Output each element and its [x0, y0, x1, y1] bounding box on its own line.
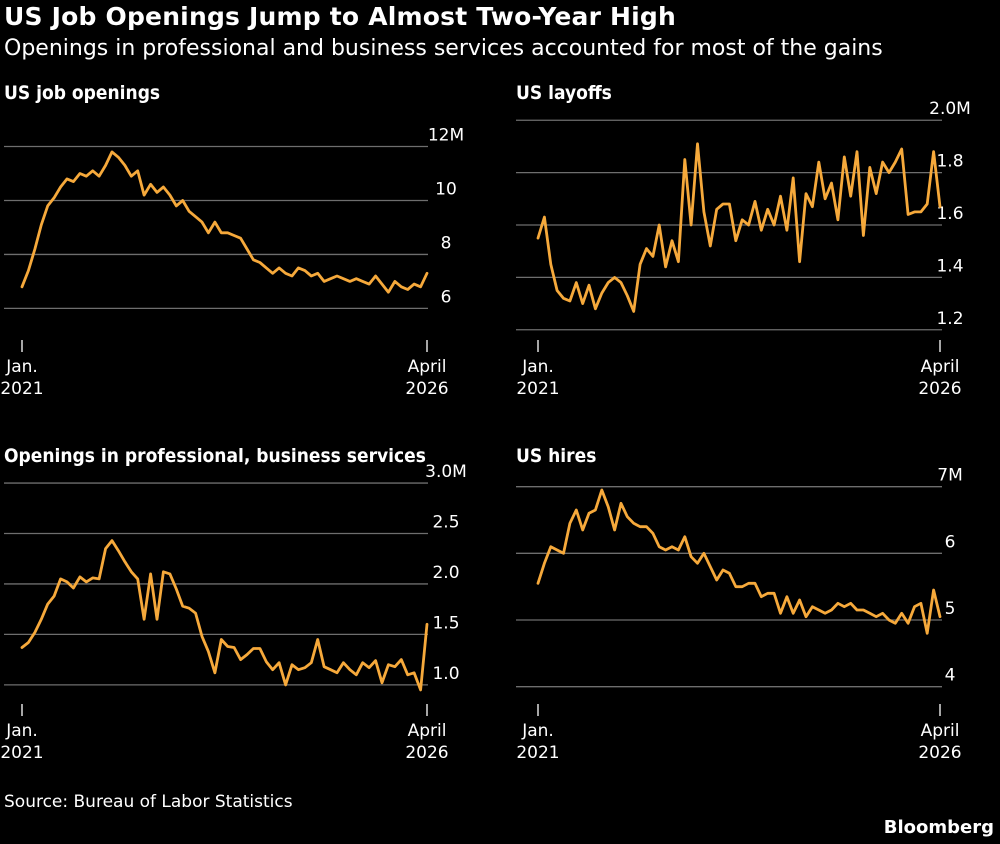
- panel-title-hires: US hires: [516, 445, 597, 467]
- series-line-layoffs: [536, 142, 942, 313]
- series-line-job-openings: [20, 150, 429, 294]
- x-tick-label-job-openings: April: [408, 357, 447, 377]
- y-tick-label-professional-business-services: 2.5: [432, 513, 459, 533]
- x-tick-label-hires: 2026: [918, 743, 961, 763]
- x-tick-label-professional-business-services: 2026: [405, 743, 448, 763]
- panel-title-layoffs: US layoffs: [516, 82, 612, 104]
- panel-title-job-openings: US job openings: [4, 82, 161, 104]
- panel-title-professional-business-services: Openings in professional, business servi…: [4, 445, 426, 467]
- x-tick-label-hires: April: [921, 721, 960, 741]
- series-line-professional-business-services: [20, 539, 429, 692]
- x-tick-label-professional-business-services: April: [408, 721, 447, 741]
- y-tick-label-layoffs: 1.4: [936, 256, 963, 276]
- y-tick-label-job-openings: 10: [435, 179, 457, 199]
- x-tick-label-job-openings: 2026: [405, 379, 448, 399]
- brand-logo: Bloomberg: [883, 817, 994, 838]
- x-tick-label-job-openings: 2021: [0, 379, 43, 399]
- y-tick-label-job-openings: 12M: [428, 125, 464, 145]
- y-tick-label-hires: 5: [945, 599, 956, 619]
- y-tick-label-layoffs: 2.0M: [929, 99, 971, 119]
- chart-subtitle: Openings in professional and business se…: [4, 36, 883, 61]
- x-tick-label-layoffs: 2026: [918, 379, 961, 399]
- x-tick-label-layoffs: April: [921, 357, 960, 377]
- y-tick-label-professional-business-services: 2.0: [432, 563, 459, 583]
- x-tick-label-hires: 2021: [516, 743, 559, 763]
- y-tick-label-professional-business-services: 1.0: [432, 664, 459, 684]
- series-line-hires: [536, 488, 942, 635]
- chart-title: US Job Openings Jump to Almost Two-Year …: [4, 2, 677, 31]
- y-tick-label-job-openings: 8: [441, 233, 452, 253]
- y-tick-label-professional-business-services: 1.5: [432, 613, 459, 633]
- y-tick-label-layoffs: 1.6: [936, 204, 963, 224]
- y-tick-label-hires: 7M: [937, 466, 962, 486]
- source-note: Source: Bureau of Labor Statistics: [4, 792, 293, 812]
- x-tick-label-professional-business-services: Jan.: [5, 721, 38, 741]
- y-tick-label-layoffs: 1.2: [936, 309, 963, 329]
- x-tick-label-layoffs: Jan.: [521, 357, 554, 377]
- x-tick-label-job-openings: Jan.: [5, 357, 38, 377]
- x-tick-label-hires: Jan.: [521, 721, 554, 741]
- x-tick-label-layoffs: 2021: [516, 379, 559, 399]
- y-tick-label-hires: 4: [945, 666, 956, 686]
- y-tick-label-hires: 6: [945, 532, 956, 552]
- y-tick-label-layoffs: 1.8: [936, 152, 963, 172]
- x-tick-label-professional-business-services: 2021: [0, 743, 43, 763]
- y-tick-label-job-openings: 6: [441, 287, 452, 307]
- y-tick-label-professional-business-services: 3.0M: [425, 462, 467, 482]
